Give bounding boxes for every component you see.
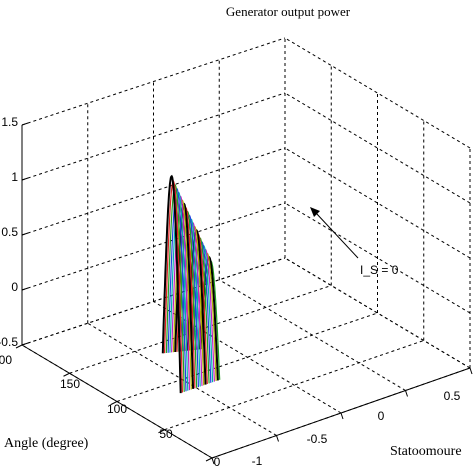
grid-line bbox=[153, 301, 342, 414]
x-tick-label: 150 bbox=[60, 377, 80, 391]
y-tick-label: 0.5 bbox=[444, 389, 461, 403]
z-axis-ticks: 1.5 1 0.5 0 -0.5 bbox=[0, 115, 18, 349]
z-tick-label: 1 bbox=[11, 170, 18, 184]
grid-line bbox=[164, 340, 424, 431]
y-axis-label: Statoomoure bbox=[390, 444, 462, 459]
y-axis-ticks: -1 -0.5 0 0.5 bbox=[252, 389, 461, 468]
x-tick-mark bbox=[15, 344, 23, 349]
z-tick-mark bbox=[21, 287, 29, 291]
chart-title: Generator output power bbox=[226, 4, 351, 19]
x-tick-label: 50 bbox=[159, 427, 173, 441]
grid-line bbox=[21, 37, 286, 126]
z-tick-mark bbox=[21, 232, 29, 236]
y-tick-label: -1 bbox=[252, 454, 263, 468]
grid-line bbox=[116, 312, 378, 402]
grid-line bbox=[218, 279, 406, 391]
y-tick-mark bbox=[211, 457, 215, 465]
y-tick-label: -0.5 bbox=[307, 432, 328, 446]
x-tick-mark bbox=[110, 401, 118, 405]
data-curve bbox=[169, 191, 189, 391]
data-curve bbox=[179, 214, 199, 388]
data-curve bbox=[161, 174, 182, 394]
z-tick-label: 1.5 bbox=[1, 115, 18, 129]
axes-box bbox=[15, 122, 473, 465]
x-axis-label: Angle (degree) bbox=[4, 436, 89, 451]
x-tick-label: 100 bbox=[107, 402, 127, 416]
y-tick-mark bbox=[340, 412, 344, 420]
x-tick-mark bbox=[63, 372, 70, 377]
data-curves bbox=[161, 174, 221, 394]
x-tick-label: 200 bbox=[0, 353, 12, 367]
y-tick-mark bbox=[405, 390, 408, 397]
x-tick-label: 0 bbox=[214, 455, 221, 469]
data-curve bbox=[178, 210, 198, 388]
z-tick-mark bbox=[21, 177, 29, 181]
y-tick-mark bbox=[469, 367, 473, 375]
data-curve bbox=[167, 188, 187, 392]
x-axis-ticks: 200 150 100 50 0 bbox=[0, 353, 221, 469]
y-tick-label: 0 bbox=[378, 409, 385, 423]
z-tick-label: 0 bbox=[11, 280, 18, 294]
y-tick-mark bbox=[276, 435, 279, 442]
grid-lines bbox=[21, 37, 471, 459]
x-tick-mark bbox=[158, 429, 165, 434]
annotation-arrowhead bbox=[310, 207, 320, 217]
grid-line bbox=[21, 92, 286, 181]
data-curve bbox=[165, 184, 185, 392]
annotation-arrow bbox=[315, 212, 359, 259]
z-tick-label: 0.5 bbox=[1, 225, 18, 239]
data-curve bbox=[171, 195, 191, 391]
z-tick-mark bbox=[21, 122, 29, 126]
annotation-label: I_S = 0 bbox=[360, 263, 399, 277]
x-tick-mark bbox=[205, 457, 213, 462]
annotation: I_S = 0 bbox=[310, 207, 399, 277]
z-tick-label: -0.5 bbox=[0, 335, 18, 349]
z-tick-mark bbox=[21, 342, 29, 346]
